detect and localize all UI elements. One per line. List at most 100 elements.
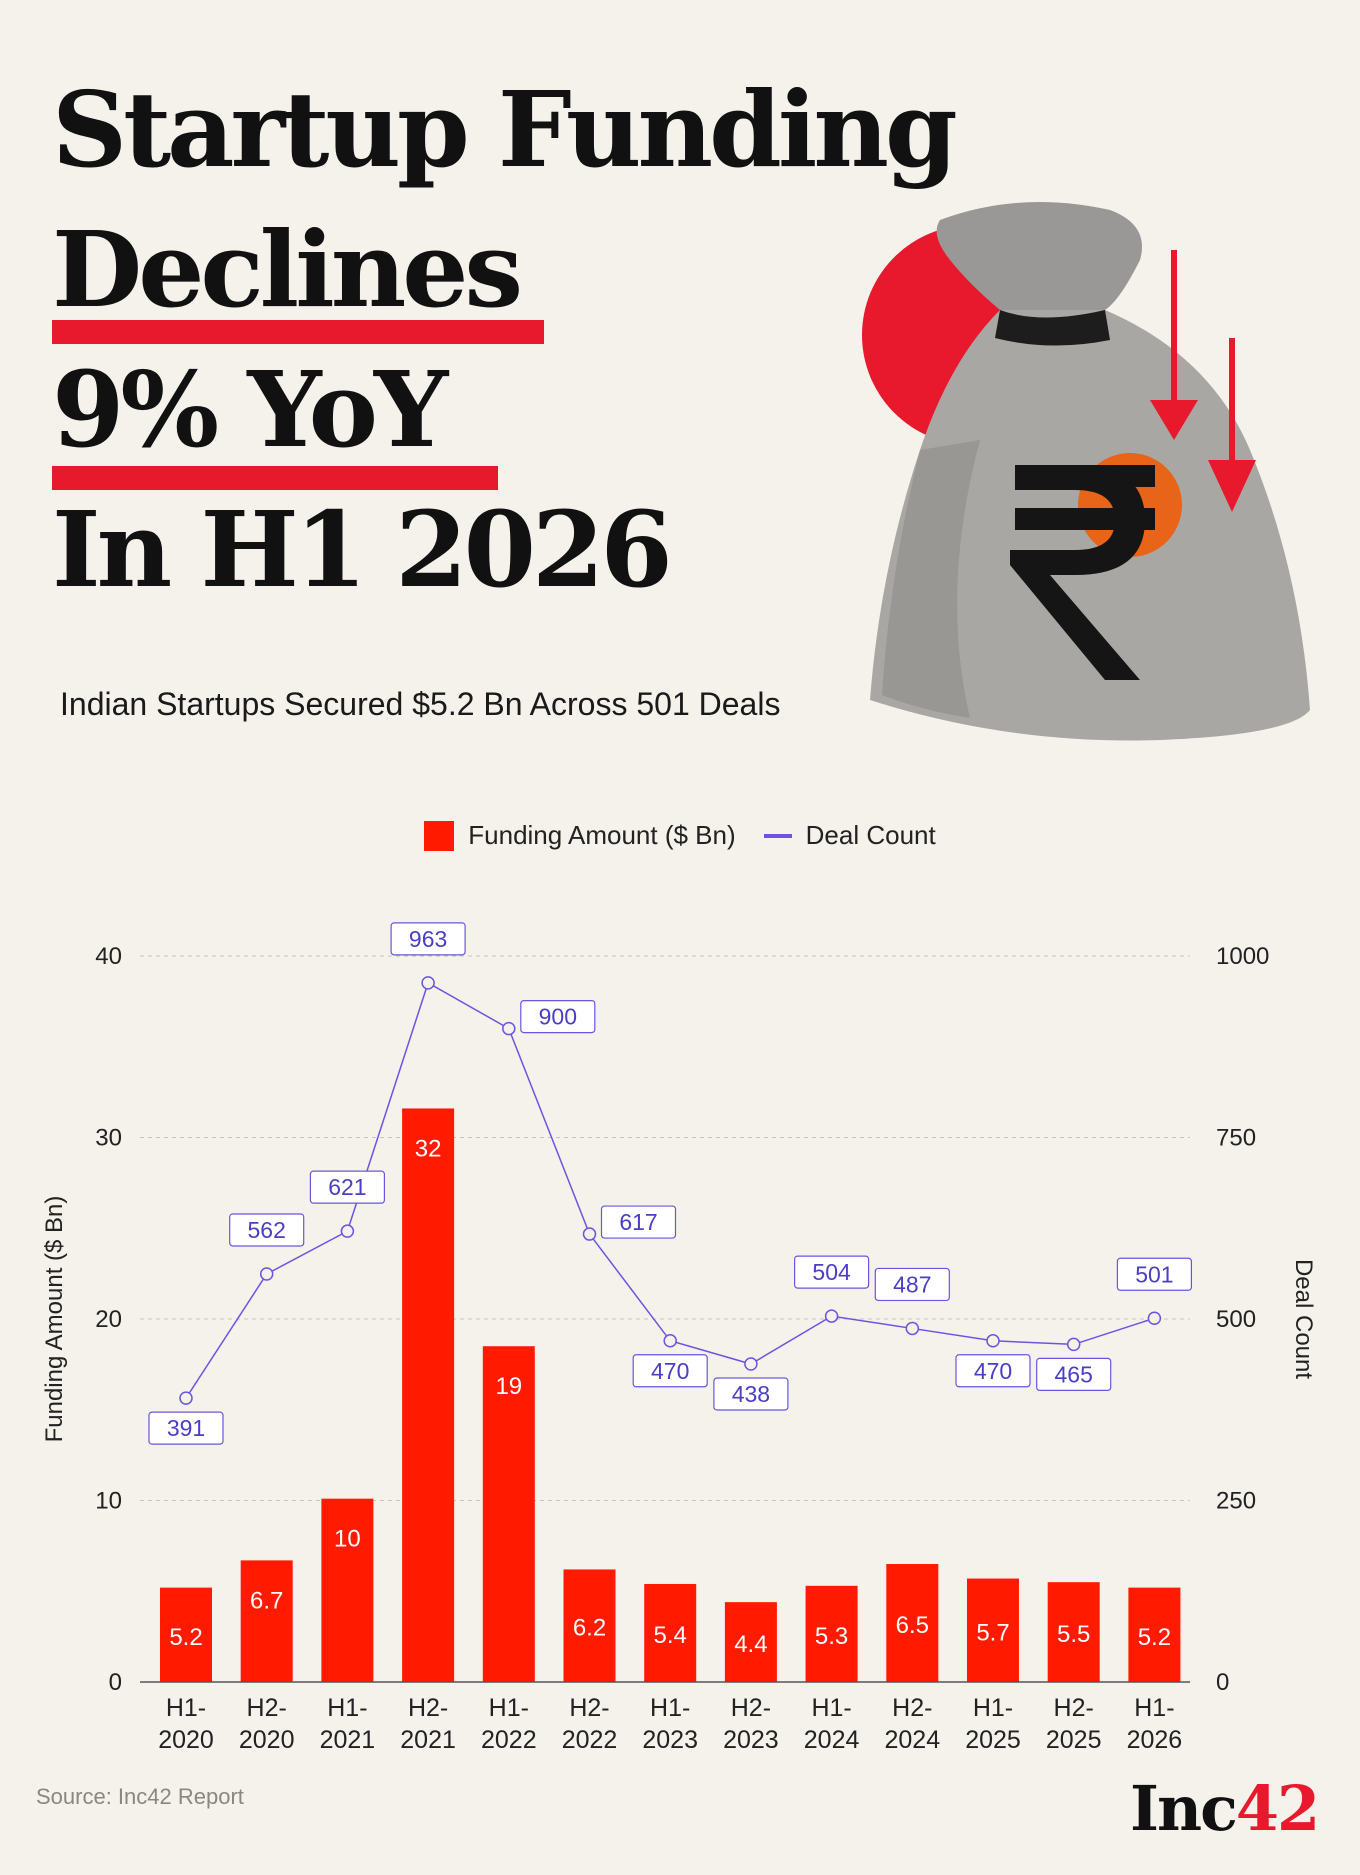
bar-value-label: 4.4: [734, 1631, 767, 1658]
x-tick-label: H2-: [892, 1694, 932, 1722]
x-tick-label: 2023: [642, 1726, 698, 1754]
bar: [402, 1108, 455, 1682]
bar-value-label: 5.2: [1138, 1624, 1171, 1651]
deal-count-point: [179, 1391, 193, 1405]
x-tick-label: 2022: [562, 1726, 618, 1754]
x-tick-label: 2023: [723, 1726, 779, 1754]
bar-value-label: 5.4: [654, 1622, 687, 1649]
deal-count-point: [259, 1267, 274, 1281]
down-arrow-icon-2: [1208, 338, 1256, 512]
deal-count-label: 470: [651, 1358, 689, 1384]
deal-count-point: [1066, 1337, 1081, 1352]
deal-count-label: 487: [893, 1271, 931, 1297]
source-note: Source: Inc42 Report: [36, 1784, 244, 1809]
x-tick-label: H1-: [1134, 1694, 1174, 1722]
headline-line-3: 9% YoY: [52, 348, 448, 471]
deal-count-point: [986, 1334, 1000, 1348]
bar-value-label: 5.5: [1057, 1621, 1090, 1648]
brand-logo-number: 42: [1235, 1772, 1320, 1845]
bar-value-label: 5.7: [976, 1619, 1009, 1646]
bar-value-label: 6.7: [250, 1587, 283, 1614]
legend-item-deals: Deal Count: [763, 820, 936, 851]
deal-count-label: 501: [1135, 1261, 1173, 1287]
legend-label-deals: Deal Count: [805, 820, 936, 850]
x-tick-label: 2021: [320, 1726, 376, 1754]
deal-count-point: [502, 1021, 516, 1036]
headline-underline-1: [52, 320, 544, 344]
deal-count-label: 465: [1055, 1361, 1093, 1387]
deal-count-point: [905, 1321, 920, 1336]
rupee-money-bag-icon: [862, 202, 1310, 741]
deal-count-label-box: [229, 1213, 305, 1247]
y-left-tick-label: 20: [95, 1306, 122, 1333]
headline: Startup Funding Declines 9% YoY In H1 20…: [52, 60, 958, 620]
x-tick-label: 2026: [1127, 1726, 1183, 1754]
headline-line-4: In H1 2026: [52, 488, 673, 611]
y-right-tick-label: 750: [1216, 1125, 1256, 1152]
legend-swatch-bar: [424, 820, 455, 851]
y-left-tick-label: 10: [95, 1488, 122, 1515]
headline-line-2: Declines: [52, 208, 523, 331]
x-tick-label: H1-: [811, 1694, 851, 1722]
deal-count-label-box: [309, 1170, 385, 1204]
bar: [1047, 1582, 1100, 1682]
bar-value-label: 32: [415, 1135, 442, 1162]
deal-count-label: 562: [248, 1217, 286, 1243]
headline-line-1: Startup Funding: [52, 68, 958, 191]
x-tick-label: 2022: [481, 1726, 537, 1754]
y-left-tick-label: 0: [109, 1669, 122, 1696]
line-layer: 391 562 621 963 900 617 470 438 504 487 470 465 501: [148, 922, 1193, 1445]
bar: [563, 1569, 616, 1682]
x-tick-label: H2-: [731, 1694, 771, 1722]
deal-count-label: 470: [974, 1358, 1012, 1384]
x-tick-label: H1-: [650, 1694, 690, 1722]
x-tick-label: H2-: [247, 1694, 287, 1722]
x-tick-label: H1-: [973, 1694, 1013, 1722]
deal-count-label-box: [713, 1377, 789, 1411]
bar: [967, 1578, 1019, 1682]
deal-count-label: 963: [409, 926, 447, 952]
chart-legend: Funding Amount ($ Bn) Deal Count: [0, 820, 1360, 851]
x-tick-label: 2020: [158, 1726, 214, 1754]
headline-underline-2: [52, 466, 498, 490]
down-arrow-icon-1: [1150, 250, 1198, 440]
deal-count-label-box: [1116, 1257, 1193, 1291]
x-tick-label: H1-: [489, 1694, 529, 1722]
x-tick-label: 2025: [965, 1726, 1021, 1754]
deal-count-label: 391: [167, 1415, 205, 1441]
x-tick-label: 2025: [1046, 1726, 1102, 1754]
bar: [805, 1585, 858, 1682]
deal-count-point: [340, 1224, 355, 1238]
rupee-symbol-icon: [1010, 465, 1155, 680]
deal-count-point: [1147, 1311, 1162, 1326]
bar: [240, 1560, 293, 1682]
deal-count-point: [421, 976, 435, 990]
deal-count-label: 617: [619, 1209, 657, 1235]
bar: [1128, 1587, 1181, 1682]
deal-count-point: [663, 1334, 677, 1348]
grid-layer: [140, 955, 1190, 1501]
subtitle: Indian Startups Secured $5.2 Bn Across 5…: [60, 686, 781, 722]
deal-count-point: [824, 1309, 839, 1323]
y-right-tick-label: 250: [1216, 1488, 1256, 1515]
bar: [644, 1583, 697, 1682]
x-tick-label: H2-: [569, 1694, 609, 1722]
deal-count-label-box: [148, 1411, 224, 1445]
legend-swatch-line: [763, 833, 792, 838]
x-tick-label: H1-: [327, 1694, 367, 1722]
legend-item-funding: Funding Amount ($ Bn): [424, 820, 736, 851]
bar: [321, 1498, 374, 1682]
y-right-tick-label: 1000: [1216, 943, 1269, 970]
bar: [886, 1564, 939, 1682]
legend-label-funding: Funding Amount ($ Bn): [468, 820, 736, 850]
deal-count-label-box: [955, 1354, 1031, 1388]
y-right-axis-title: Deal Count: [1290, 1259, 1317, 1379]
y-left-tick-label: 40: [95, 943, 122, 970]
deal-count-label-box: [874, 1267, 950, 1302]
deal-count-label-box: [793, 1255, 870, 1289]
brand-logo: Inc42: [1130, 1772, 1320, 1845]
deal-count-label-box: [390, 922, 466, 956]
brand-logo-text: Inc: [1130, 1772, 1238, 1845]
bar: [160, 1587, 212, 1682]
